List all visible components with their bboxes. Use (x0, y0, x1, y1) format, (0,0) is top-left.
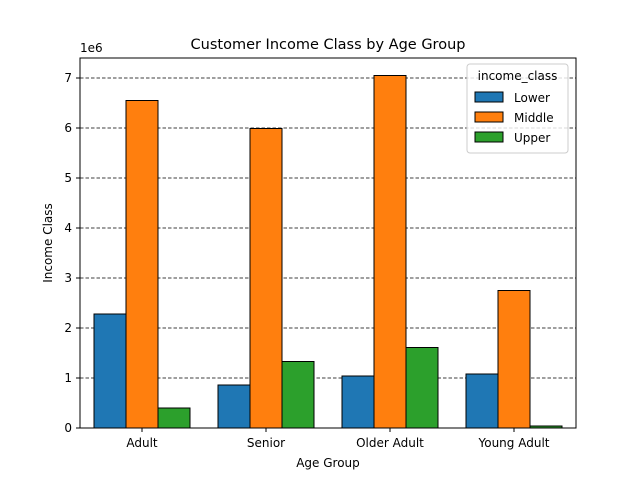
y-tick-label: 4 (64, 221, 72, 235)
y-tick-label: 6 (64, 121, 72, 135)
bar-middle-senior (249, 128, 283, 429)
bar-upper-older-adult (405, 347, 439, 429)
y-axis-label: Income Class (41, 203, 55, 283)
grid-lines (80, 77, 576, 429)
y-tick-label: 3 (64, 271, 72, 285)
bar-upper-adult (157, 407, 191, 429)
bar-lower-young-adult (465, 373, 499, 429)
y-tick-label: 7 (64, 71, 72, 85)
y-tick-label: 1 (64, 371, 72, 385)
bar-middle-older-adult (373, 75, 407, 429)
legend-box (466, 63, 569, 154)
legend-swatch-lower (474, 91, 504, 103)
bar-middle-young-adult (497, 290, 531, 429)
bar-upper-senior (281, 361, 315, 429)
legend-label-middle: Middle (514, 111, 554, 125)
x-tick-label: Adult (126, 436, 158, 450)
legend: income_class Lower Middle Upper (466, 63, 569, 154)
bar-lower-adult (93, 313, 127, 429)
legend-swatch-upper (474, 131, 504, 143)
chart-title: Customer Income Class by Age Group (191, 37, 466, 53)
x-tick-label: Senior (247, 436, 285, 450)
legend-swatch-middle (474, 111, 504, 123)
legend-label-lower: Lower (514, 91, 550, 105)
x-axis-label: Age Group (296, 456, 360, 470)
x-tick-label: Older Adult (356, 436, 424, 450)
bar-lower-older-adult (341, 375, 375, 429)
y-axis-multiplier: 1e6 (80, 41, 103, 55)
bar-lower-senior (217, 384, 251, 429)
x-tick-label: Young Adult (478, 436, 550, 450)
x-axis-ticks: Adult Senior Older Adult Young Adult (126, 428, 550, 450)
legend-title: income_class (478, 69, 558, 83)
y-tick-label: 2 (64, 321, 72, 335)
y-tick-label: 0 (64, 421, 72, 435)
y-axis-ticks: 0 1 2 3 4 5 6 7 (64, 71, 80, 435)
y-tick-label: 5 (64, 171, 72, 185)
bars (93, 75, 563, 429)
bar-middle-adult (125, 100, 159, 429)
legend-label-upper: Upper (514, 131, 550, 145)
plot-frame (79, 57, 577, 429)
